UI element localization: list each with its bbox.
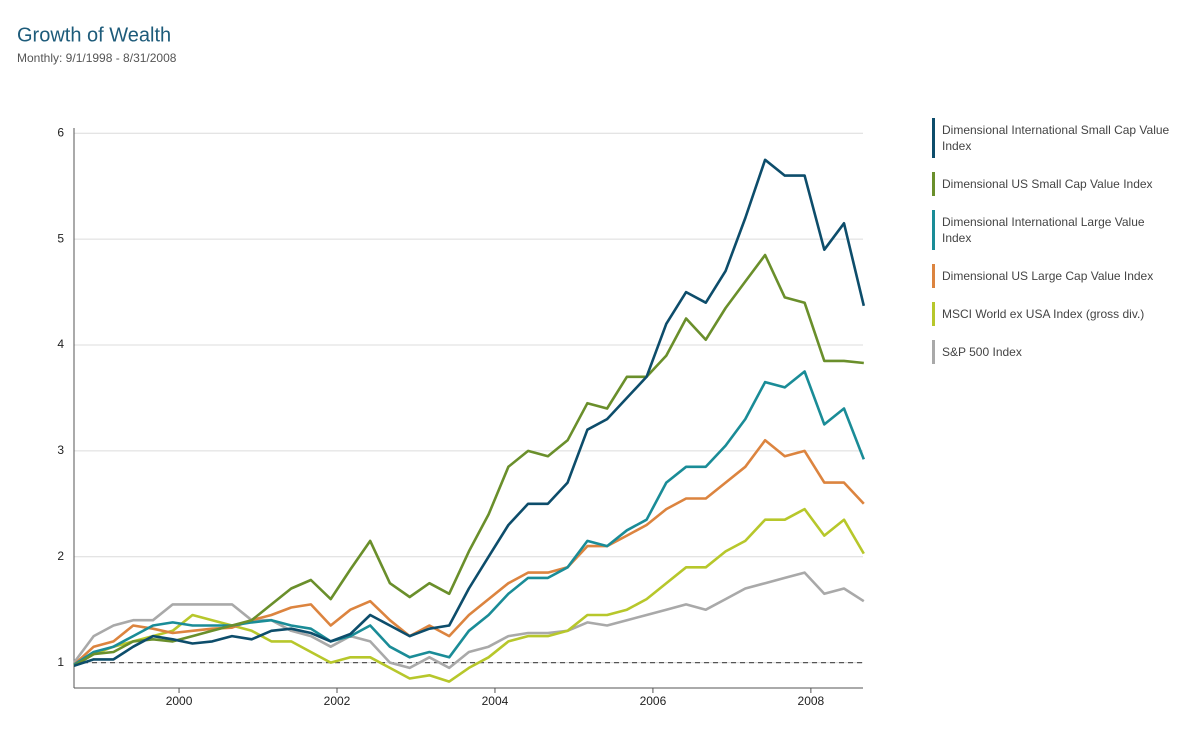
legend-label: MSCI World ex USA Index (gross div.) [942, 307, 1145, 321]
chart-title: Growth of Wealth [17, 24, 171, 46]
legend-label: S&P 500 Index [942, 345, 1022, 359]
legend-swatch [932, 340, 935, 364]
legend-entry: Dimensional International Large Value In… [932, 210, 1172, 250]
chart-subtitle: Monthly: 9/1/1998 - 8/31/2008 [17, 51, 177, 65]
series-line [73, 253, 864, 667]
legend-entry: Dimensional US Small Cap Value Index [932, 172, 1172, 196]
x-tick-label: 2008 [798, 694, 825, 708]
y-tick-label: 2 [57, 549, 64, 563]
x-tick-label: 2006 [640, 694, 667, 708]
x-tick-label: 2000 [166, 694, 193, 708]
series-line [72, 571, 865, 670]
legend-swatch [932, 264, 935, 288]
y-tick-label: 6 [57, 125, 64, 139]
legend: Dimensional International Small Cap Valu… [932, 118, 1172, 364]
legend-entry: Dimensional International Small Cap Valu… [932, 118, 1172, 158]
series-line [73, 370, 866, 666]
series-line [73, 507, 865, 683]
y-tick-label: 5 [57, 231, 64, 245]
legend-label: Dimensional International Small Cap Valu… [942, 123, 1170, 153]
y-tick-label: 4 [57, 337, 64, 351]
legend-label: Dimensional International Large Value In… [942, 215, 1145, 245]
legend-entry: MSCI World ex USA Index (gross div.) [932, 302, 1172, 326]
chart: Growth of Wealth Monthly: 9/1/1998 - 8/3… [17, 24, 866, 708]
legend-swatch [932, 172, 935, 196]
legend-swatch [932, 118, 935, 158]
legend-swatch [932, 210, 935, 250]
legend-swatch [932, 302, 935, 326]
y-tick-label: 1 [57, 655, 64, 669]
legend-label: Dimensional US Small Cap Value Index [942, 177, 1153, 191]
y-tick-label: 3 [57, 443, 64, 457]
legend-entry: Dimensional US Large Cap Value Index [932, 264, 1172, 288]
legend-entry: S&P 500 Index [932, 340, 1172, 364]
series-line [73, 439, 865, 666]
legend-label: Dimensional US Large Cap Value Index [942, 269, 1154, 283]
x-tick-label: 2002 [324, 694, 351, 708]
x-tick-label: 2004 [482, 694, 509, 708]
series-line [73, 158, 866, 668]
